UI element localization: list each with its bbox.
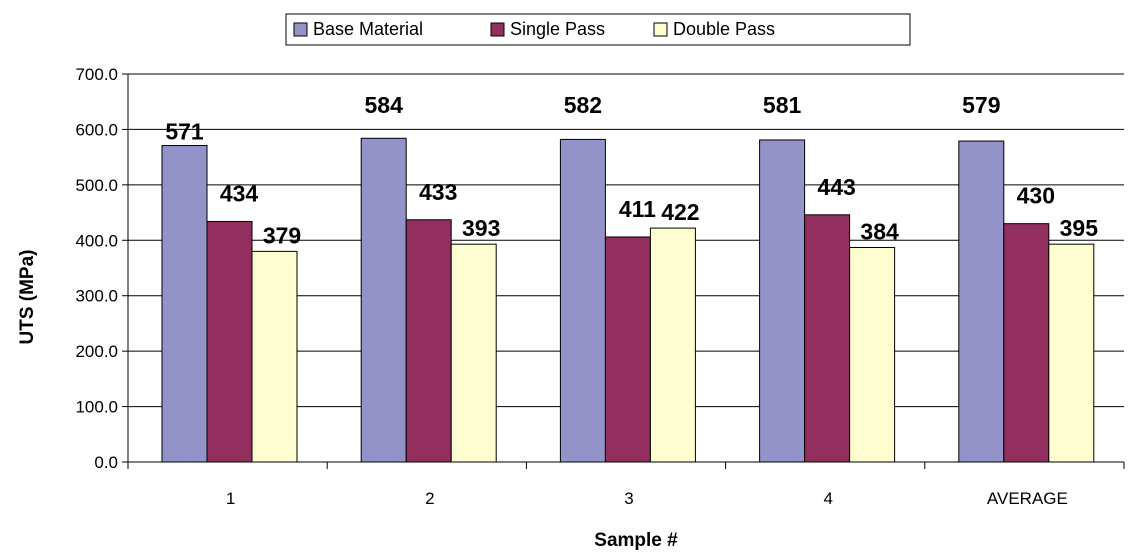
legend-label: Double Pass (673, 19, 775, 39)
x-tick-label: 2 (425, 489, 434, 508)
y-tick-label: 300.0 (75, 287, 118, 306)
y-tick-label: 600.0 (75, 120, 118, 139)
data-label: 579 (962, 92, 1000, 118)
data-label: 393 (462, 215, 500, 241)
bar-double-pass (849, 246, 896, 463)
tick-labels: 0.0 100.0 200.0 300.0 400.0 500.0 600.0 700.0 1 2… (75, 65, 1067, 508)
bar-base-material (958, 140, 1005, 463)
y-axis-title: UTS (MPa) (17, 250, 38, 345)
data-label: 379 (263, 222, 301, 248)
bar-double-pass (1048, 243, 1095, 463)
data-label: 384 (860, 218, 899, 244)
y-tick-label: 400.0 (75, 231, 118, 250)
data-label: 430 (1017, 183, 1055, 209)
legend-swatch (653, 22, 668, 37)
data-label: 584 (365, 92, 404, 118)
bar-base-material (759, 139, 806, 463)
y-tick-label: 500.0 (75, 176, 118, 195)
data-label: 395 (1060, 215, 1099, 241)
y-tick-label: 0.0 (94, 453, 118, 472)
bar-single-pass (1003, 223, 1050, 463)
x-tick-label: 3 (624, 489, 633, 508)
data-label: 433 (419, 179, 457, 205)
bar-single-pass (405, 219, 452, 463)
x-tick-label: 1 (226, 489, 235, 508)
y-tick-label: 200.0 (75, 342, 118, 361)
y-tick-label: 700.0 (75, 65, 118, 84)
bar-single-pass (604, 236, 651, 463)
data-label: 443 (817, 174, 855, 200)
x-axis-title: Sample # (594, 530, 678, 551)
bar-base-material (559, 138, 606, 463)
data-label: 581 (763, 92, 802, 118)
data-label: 582 (564, 92, 602, 118)
legend-swatch (293, 22, 308, 37)
data-label: 434 (220, 180, 259, 206)
data-label: 411 (619, 196, 656, 222)
bar-single-pass (206, 220, 253, 463)
bar-single-pass (804, 214, 851, 463)
bar-base-material (161, 145, 208, 463)
bar-double-pass (450, 243, 497, 463)
legend-swatch (490, 22, 505, 37)
x-tick-label: AVERAGE (987, 489, 1068, 508)
bar-double-pass (251, 250, 298, 463)
y-tick-label: 100.0 (75, 398, 118, 417)
bars (161, 137, 1095, 463)
legend-box (285, 13, 911, 46)
axes (127, 74, 1125, 469)
legend-label: Single Pass (510, 19, 605, 39)
bar-base-material (360, 137, 407, 463)
x-tick-label: 4 (823, 489, 832, 508)
data-label: 571 (165, 119, 204, 145)
data-label: 422 (661, 199, 699, 225)
legend: Base Material Single Pass Double Pass (285, 13, 911, 46)
bar-double-pass (649, 227, 696, 463)
legend-label: Base Material (313, 19, 423, 39)
